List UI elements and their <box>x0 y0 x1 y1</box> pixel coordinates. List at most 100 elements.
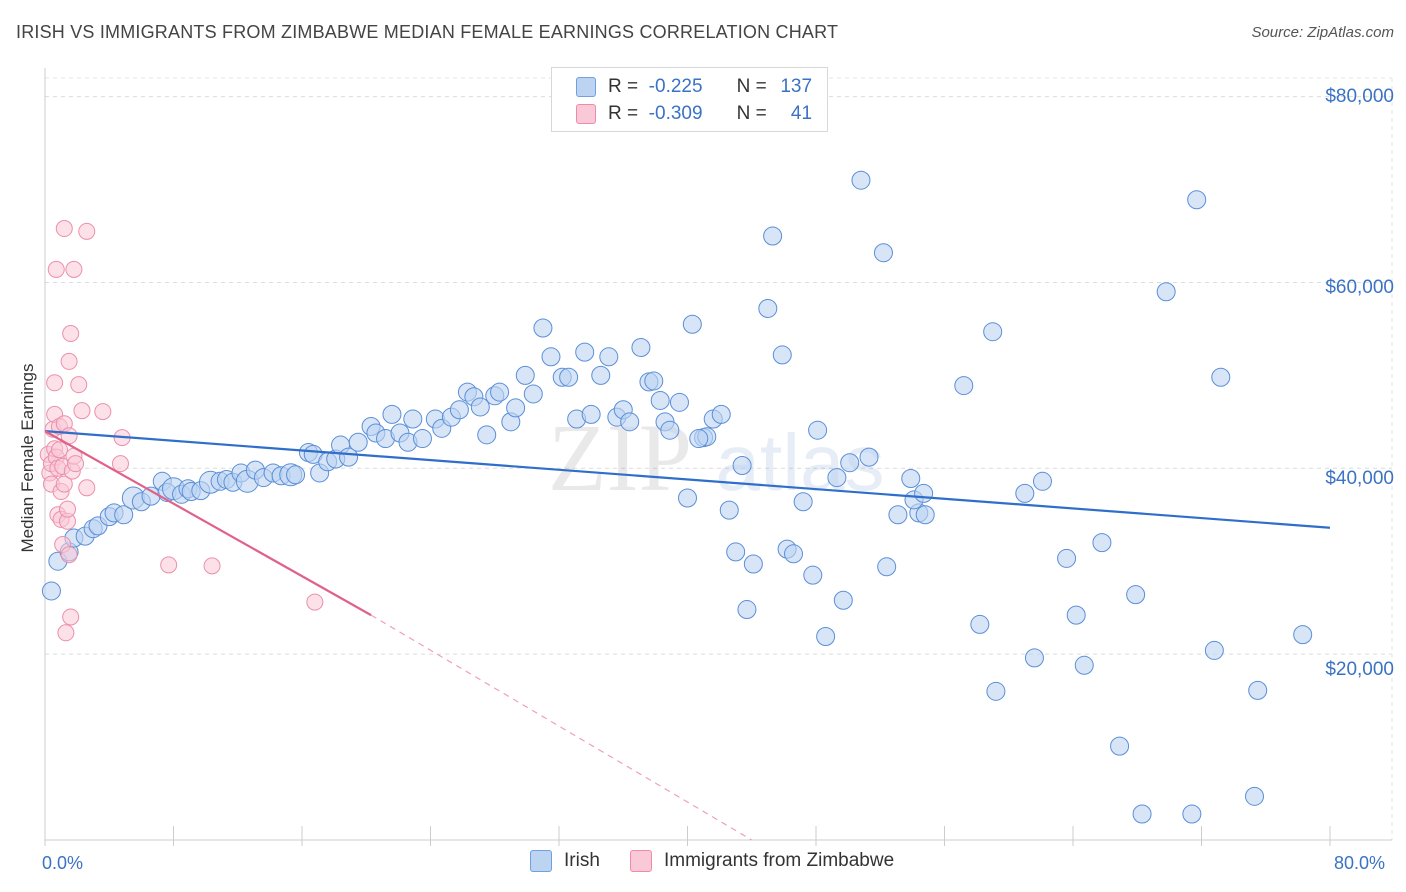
legend-item-irish: Irish <box>530 850 600 872</box>
x-min-label: 0.0% <box>42 853 84 873</box>
zimbabwe-point <box>57 624 75 642</box>
zimbabwe-point <box>55 475 73 493</box>
zimbabwe-point <box>78 222 96 240</box>
irish-point <box>591 365 611 385</box>
irish-point <box>348 432 368 452</box>
irish-point <box>533 318 553 338</box>
zimbabwe-point <box>70 376 88 394</box>
irish-point <box>449 400 469 420</box>
irish-point <box>1074 655 1094 675</box>
irish-point <box>523 384 543 404</box>
irish-point <box>620 412 640 432</box>
irish-point <box>1032 471 1052 491</box>
irish-point <box>412 429 432 449</box>
series-legend: Irish Immigrants from Zimbabwe <box>0 850 1406 878</box>
irish-point <box>726 542 746 562</box>
zimbabwe-point <box>60 352 78 370</box>
irish-point <box>678 488 697 508</box>
irish-legend-swatch <box>530 850 552 872</box>
legend-row-irish: R = -0.225 N = 137 <box>576 75 812 99</box>
irish-point <box>1156 282 1176 302</box>
irish-point <box>743 554 763 574</box>
y-tick-label: $20,000 <box>1325 659 1394 680</box>
irish-point <box>1110 736 1130 756</box>
irish-point <box>1211 367 1231 387</box>
irish-point <box>1066 605 1086 625</box>
irish-point <box>41 581 61 601</box>
zimbabwe-point <box>306 593 324 611</box>
legend-n-label: N = <box>736 103 767 124</box>
irish-point <box>763 226 783 246</box>
y-axis-title: Median Female Earnings <box>18 363 37 553</box>
legend-label-irish: Irish <box>564 850 600 871</box>
irish-point <box>490 382 510 402</box>
irish-point <box>382 404 402 424</box>
irish-point <box>873 243 893 263</box>
irish-point <box>541 347 561 367</box>
irish-point <box>470 397 490 417</box>
x-max-label: 80.0% <box>1334 853 1386 873</box>
irish-point <box>631 337 651 357</box>
legend-item-zimbabwe: Immigrants from Zimbabwe <box>630 850 894 872</box>
irish-point <box>1024 648 1044 668</box>
irish-point <box>986 681 1006 701</box>
trend-lines <box>44 430 1331 841</box>
chart-source: Source: ZipAtlas.com <box>1251 24 1394 41</box>
irish-point <box>970 614 990 634</box>
irish-point <box>983 322 1003 342</box>
legend-r-label: R = <box>608 76 639 97</box>
irish-point <box>901 469 921 489</box>
irish-point <box>915 505 935 525</box>
irish-point <box>114 505 134 525</box>
zimbabwe-points <box>39 220 324 642</box>
irish-point <box>403 409 423 429</box>
irish-points <box>41 170 1313 824</box>
chart-title: IRISH VS IMMIGRANTS FROM ZIMBABWE MEDIAN… <box>16 22 839 42</box>
zimbabwe-legend-swatch <box>630 850 652 872</box>
zimbabwe-trend-line <box>44 430 372 617</box>
zimbabwe-point <box>62 325 80 343</box>
irish-point <box>599 347 619 367</box>
irish-point <box>833 590 853 610</box>
irish-point <box>1248 680 1268 700</box>
zimbabwe-swatch <box>576 104 596 124</box>
zimbabwe-trend-extension <box>370 614 753 841</box>
irish-point <box>1293 625 1313 645</box>
irish-trend-line <box>44 430 1331 529</box>
irish-point <box>286 465 306 485</box>
irish-point <box>827 468 847 488</box>
zimbabwe-point <box>73 402 91 420</box>
y-tick-label: $40,000 <box>1325 468 1394 489</box>
irish-point <box>711 404 731 424</box>
irish-swatch <box>576 77 596 97</box>
zimbabwe-point <box>94 403 112 421</box>
zimbabwe-point <box>47 260 65 278</box>
legend-n-value: 41 <box>790 103 813 124</box>
irish-point <box>784 544 804 564</box>
zimbabwe-point <box>111 455 129 473</box>
irish-point <box>689 429 709 449</box>
irish-point <box>772 345 792 365</box>
irish-point <box>719 500 739 520</box>
irish-point <box>650 390 670 410</box>
irish-point <box>816 626 836 646</box>
zimbabwe-point <box>60 546 78 564</box>
irish-point <box>581 404 601 424</box>
legend-row-zimbabwe: R = -0.309 N = 41 <box>576 102 812 126</box>
zimbabwe-point <box>50 441 68 459</box>
irish-point <box>682 314 702 334</box>
irish-point <box>1245 786 1265 806</box>
zimbabwe-point <box>55 220 73 238</box>
irish-point <box>877 557 897 577</box>
irish-point <box>851 170 871 190</box>
zimbabwe-point <box>160 556 178 574</box>
zimbabwe-point <box>78 479 96 497</box>
y-tick-label: $60,000 <box>1325 277 1394 298</box>
irish-point <box>669 392 689 412</box>
irish-point <box>1092 533 1112 553</box>
irish-point <box>808 420 828 440</box>
legend-n-label: N = <box>736 76 767 97</box>
zimbabwe-point <box>62 608 80 626</box>
stats-legend: R = -0.225 N = 137 R = -0.309 N = 41 <box>551 67 828 132</box>
